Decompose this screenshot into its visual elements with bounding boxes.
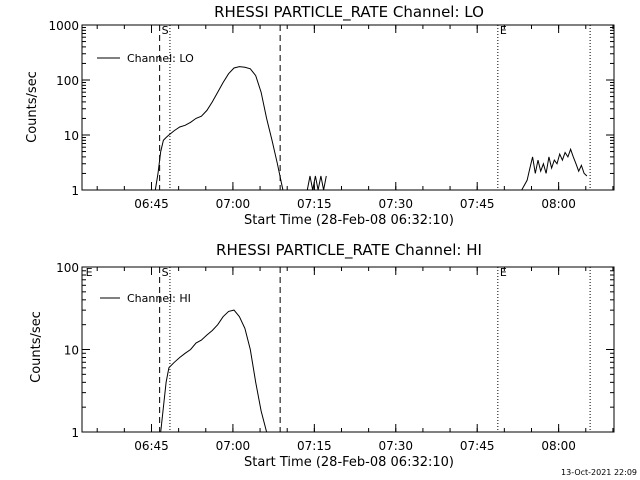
y-tick-label: 1 xyxy=(71,184,79,198)
event-marker-label: E xyxy=(500,24,507,37)
y-tick-label: 10 xyxy=(64,344,79,358)
x-axis-label: Start Time (28-Feb-08 06:32:10) xyxy=(244,213,454,228)
series-line-segment xyxy=(160,309,268,433)
y-tick-label: 10 xyxy=(64,129,79,143)
event-marker-label: S xyxy=(162,266,169,279)
data-series xyxy=(160,309,268,433)
axis-ticks: 1 10 100 1000 06:45 07:00 07:15 07:30 07:45 08:00 xyxy=(48,19,614,211)
chart-title: RHESSI PARTICLE_RATE Channel: HI xyxy=(216,241,482,260)
series-line-segment xyxy=(306,175,327,191)
event-marker-label: S xyxy=(162,24,169,37)
y-axis-label: Counts/sec xyxy=(25,71,40,143)
event-marker-label: E xyxy=(86,266,93,279)
x-tick-label: 07:00 xyxy=(216,439,251,453)
x-tick-label: 07:30 xyxy=(378,439,413,453)
y-axis-label: Counts/sec xyxy=(29,311,44,383)
legend-label: Channel: HI xyxy=(127,292,191,305)
footer-timestamp: 13-Oct-2021 22:09 xyxy=(561,468,637,477)
x-tick-label: 07:45 xyxy=(460,197,495,211)
chart-title: RHESSI PARTICLE_RATE Channel: LO xyxy=(214,3,484,22)
lo-channel-panel: RHESSI PARTICLE_RATE Channel: LO Start T… xyxy=(25,3,615,228)
x-tick-label: 08:00 xyxy=(541,439,576,453)
x-tick-label: 07:15 xyxy=(297,439,332,453)
x-tick-label: 06:45 xyxy=(134,439,169,453)
series-line-segment xyxy=(154,66,284,191)
y-tick-label: 100 xyxy=(56,261,79,275)
y-tick-label: 1 xyxy=(71,426,79,440)
event-marker-label: E xyxy=(500,266,507,279)
x-tick-label: 06:45 xyxy=(134,197,169,211)
x-tick-label: 07:30 xyxy=(378,197,413,211)
plot-frame xyxy=(81,24,615,191)
series-line-segment xyxy=(521,147,588,191)
y-tick-label: 1000 xyxy=(48,19,79,33)
x-tick-label: 08:00 xyxy=(541,197,576,211)
data-series xyxy=(154,66,588,191)
hi-channel-panel: RHESSI PARTICLE_RATE Channel: HI Start T… xyxy=(29,241,615,470)
legend-label: Channel: LO xyxy=(127,52,194,65)
x-axis-label: Start Time (28-Feb-08 06:32:10) xyxy=(244,455,454,470)
x-tick-label: 07:00 xyxy=(216,197,251,211)
x-tick-label: 07:15 xyxy=(297,197,332,211)
axis-ticks: 1 10 100 06:45 07:00 07:15 07:30 07:45 08:00 xyxy=(56,261,614,453)
y-tick-label: 100 xyxy=(56,74,79,88)
x-tick-label: 07:45 xyxy=(460,439,495,453)
